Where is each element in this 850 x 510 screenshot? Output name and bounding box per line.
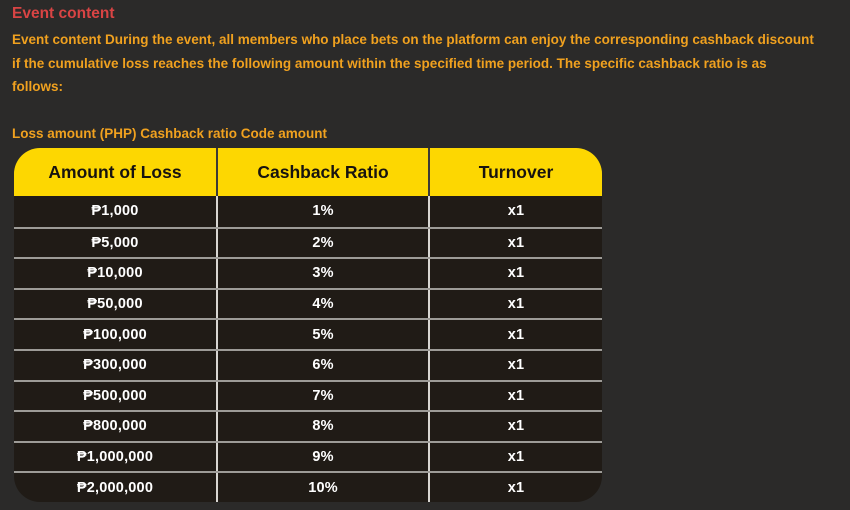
cashback-ratio-cell: 7% (218, 381, 430, 411)
turnover-cell: x1 (507, 387, 525, 404)
header-turnover: Turnover (478, 161, 554, 182)
cashback-ratio-cell: 5% (218, 320, 430, 349)
loss-amount-cell: ₱50,000 (14, 289, 218, 319)
loss-amount-cell: ₱10,000 (14, 259, 218, 288)
table-row: ₱5,000 2% x1 (14, 226, 602, 258)
table-caption: Loss amount (PHP) Cashback ratio Code am… (12, 126, 328, 141)
turnover-cell: x1 (507, 296, 525, 313)
table-row: ₱1,000 1% x1 (14, 196, 602, 227)
turnover-cell: x1 (507, 265, 525, 282)
event-description-line: Event content During the event, all memb… (12, 32, 814, 47)
turnover-cell: x1 (507, 479, 525, 496)
cashback-ratio-cell: 6% (218, 350, 430, 380)
loss-amount-cell: ₱800,000 (14, 412, 218, 441)
turnover-cell: x1 (507, 326, 525, 343)
table-row: ₱800,000 8% x1 (14, 410, 602, 441)
table-row: ₱1,000,000 9% x1 (14, 440, 602, 472)
loss-amount-cell: ₱100,000 (14, 320, 218, 349)
cashback-ratio-cell: 10% (218, 473, 430, 502)
event-description-line: if the cumulative loss reaches the follo… (12, 55, 767, 71)
loss-amount-cell: ₱300,000 (14, 350, 218, 380)
event-content-title: Event content (12, 5, 115, 22)
cashback-ratio-cell: 9% (218, 442, 430, 472)
table-row: ₱10,000 3% x1 (14, 257, 602, 288)
cashback-ratio-cell: 4% (218, 289, 430, 319)
loss-amount-cell: ₱500,000 (14, 381, 218, 411)
turnover-cell: x1 (507, 203, 525, 220)
cashback-table: Amount of Loss Cashback Ratio Turnover ₱… (14, 148, 602, 502)
table-body: ₱1,000 1% x1 ₱5,000 2% x1 ₱10,000 3% x1 … (14, 196, 602, 502)
loss-amount-cell: ₱2,000,000 (14, 473, 218, 502)
table-row: ₱2,000,000 10% x1 (14, 471, 602, 502)
header-amount-of-loss: Amount of Loss (14, 148, 218, 196)
table-row: ₱50,000 4% x1 (14, 287, 602, 319)
table-header-row: Amount of Loss Cashback Ratio Turnover (14, 148, 602, 196)
event-description-line: follows: (12, 79, 63, 94)
cashback-ratio-cell: 8% (218, 412, 430, 441)
turnover-cell: x1 (507, 449, 525, 466)
cashback-ratio-cell: 3% (218, 259, 430, 288)
table-row: ₱300,000 6% x1 (14, 348, 602, 380)
turnover-cell: x1 (507, 234, 525, 251)
table-row: ₱500,000 7% x1 (14, 379, 602, 411)
table-row: ₱100,000 5% x1 (14, 318, 602, 349)
header-cashback-ratio: Cashback Ratio (218, 148, 430, 196)
loss-amount-cell: ₱1,000 (14, 196, 218, 227)
cashback-ratio-cell: 1% (218, 196, 430, 227)
loss-amount-cell: ₱5,000 (14, 228, 218, 258)
turnover-cell: x1 (507, 357, 525, 374)
loss-amount-cell: ₱1,000,000 (14, 442, 218, 472)
turnover-cell: x1 (507, 418, 525, 435)
event-description: Event content During the event, all memb… (12, 28, 848, 99)
cashback-ratio-cell: 2% (218, 228, 430, 258)
